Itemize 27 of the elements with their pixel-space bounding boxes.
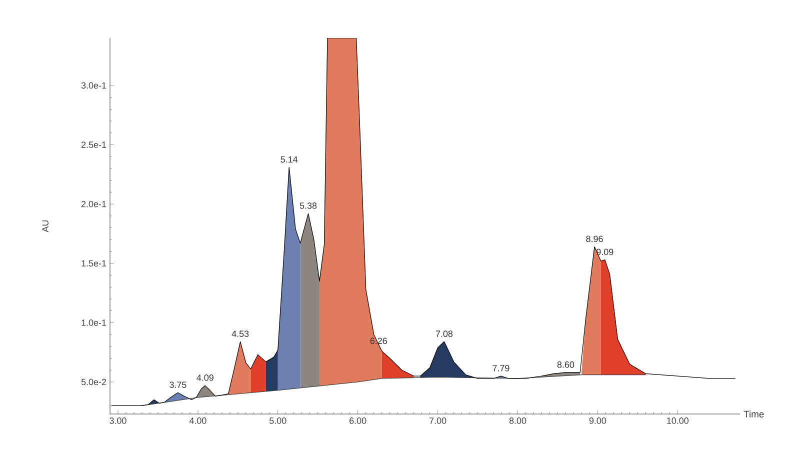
x-tick-label: 3.00 bbox=[110, 418, 126, 424]
annotation: 7.08 bbox=[436, 330, 453, 337]
x-tick-label: 7.00 bbox=[430, 418, 446, 424]
annotation: 7.79 bbox=[492, 364, 510, 372]
annotation: 3.75 bbox=[170, 382, 186, 388]
x-tick-label: 6.00 bbox=[350, 418, 366, 424]
y-tick-label: 5.0e-2 bbox=[81, 378, 106, 386]
annotation: 5.14 bbox=[280, 156, 298, 163]
annotation: 9.09 bbox=[596, 248, 614, 256]
y-tick-label: 1.5e-1 bbox=[82, 260, 106, 266]
line-series bbox=[142, 374, 646, 406]
annotation: 4.09 bbox=[196, 374, 214, 381]
x-tick-label: 5.00 bbox=[270, 418, 286, 424]
annotation: 8.60 bbox=[557, 361, 574, 368]
annotation: 4.53 bbox=[232, 330, 249, 337]
y-tick-label: 3.0e-1 bbox=[81, 82, 106, 89]
x-tick-label: 4.00 bbox=[189, 418, 206, 424]
y-tick-label: 2.0e-1 bbox=[82, 200, 106, 208]
x-tick-label: 8.00 bbox=[509, 418, 526, 424]
annotation: 8.96 bbox=[586, 236, 603, 242]
x-tick-label: 10.00 bbox=[667, 418, 689, 424]
y-tick-label: 2.5e-1 bbox=[82, 142, 106, 148]
annotation: 5.38 bbox=[300, 202, 317, 209]
x-tick-label: 9.00 bbox=[589, 418, 606, 424]
y-axis-title: AU bbox=[42, 220, 48, 232]
x-axis-title: Time bbox=[744, 410, 764, 418]
y-tick-label: 1.0e-1 bbox=[82, 319, 106, 326]
